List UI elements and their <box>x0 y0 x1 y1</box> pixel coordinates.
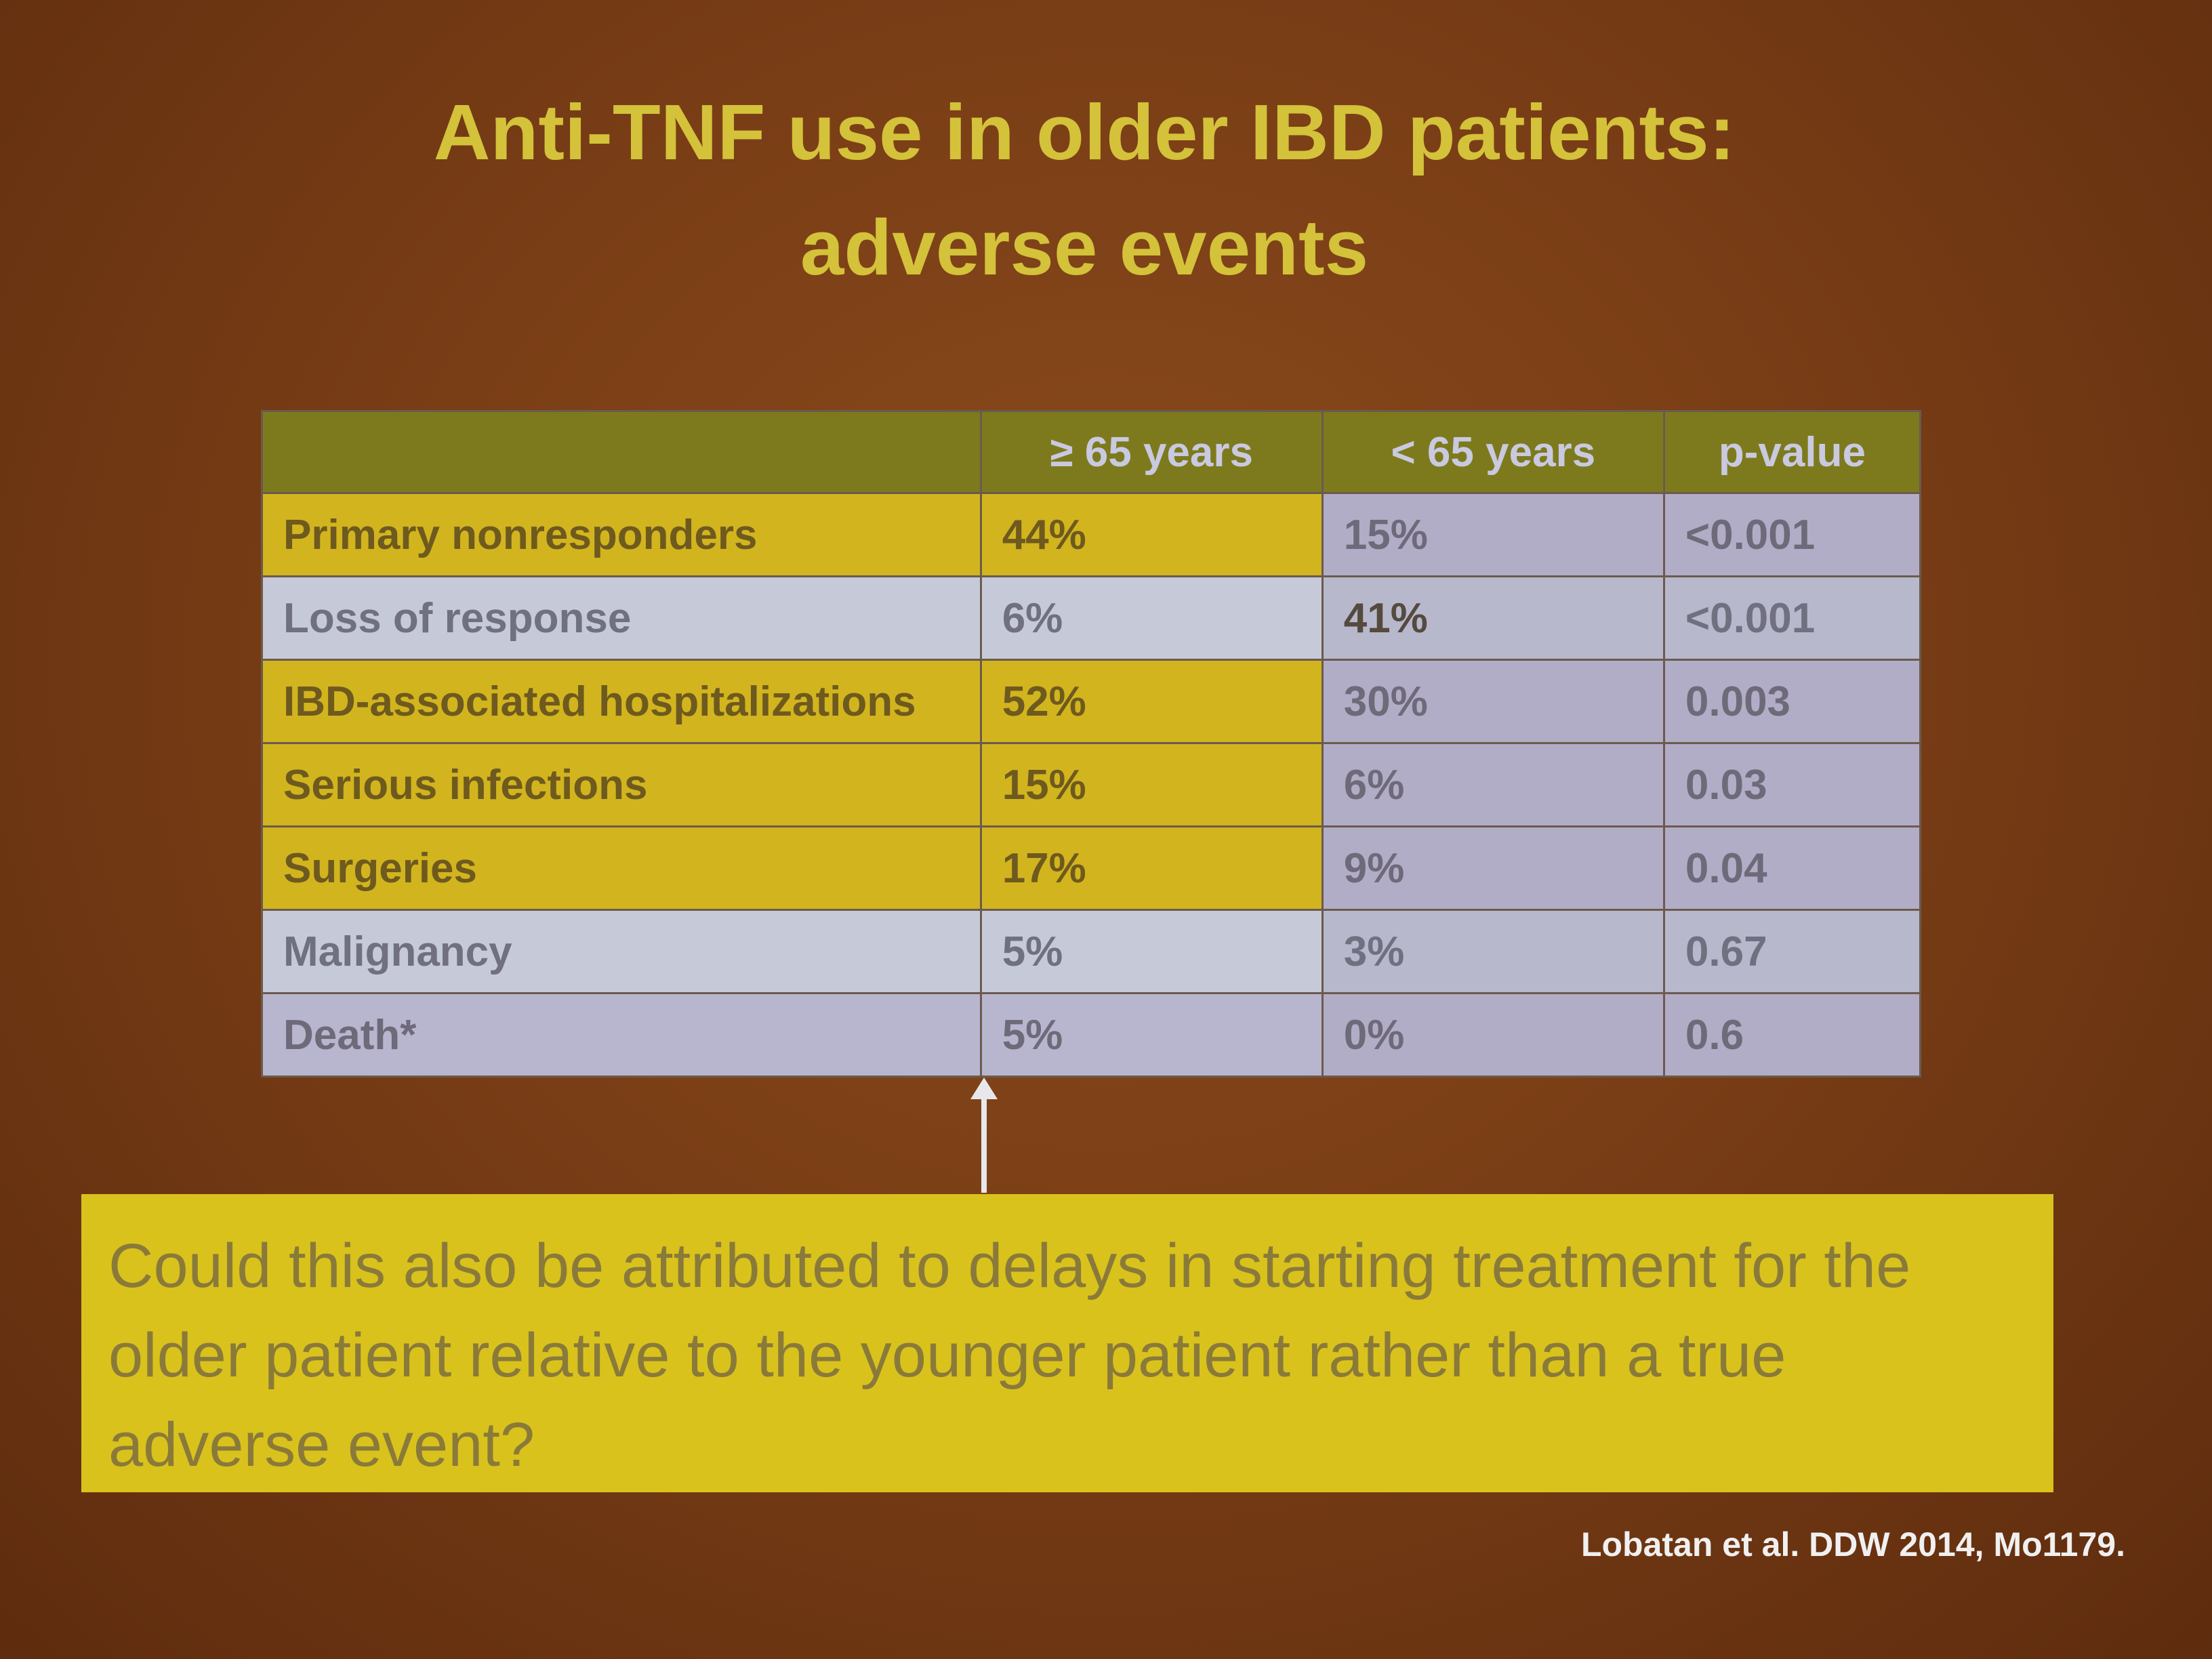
p-value: 0.67 <box>1662 909 1922 994</box>
row-label: Primary nonresponders <box>261 492 982 577</box>
row-label: IBD-associated hospitalizations <box>261 659 982 744</box>
row-label: Malignancy <box>261 909 982 994</box>
younger-value: 0% <box>1321 992 1665 1078</box>
younger-value: 30% <box>1321 659 1665 744</box>
header-younger: < 65 years <box>1321 410 1665 494</box>
older-value: 5% <box>979 909 1324 994</box>
table-row: IBD-associated hospitalizations 52% 30% … <box>261 659 1922 744</box>
p-value: 0.003 <box>1662 659 1922 744</box>
table-header-row: ≥ 65 years < 65 years p-value <box>261 410 1922 494</box>
table-row: Malignancy 5% 3% 0.67 <box>261 909 1922 994</box>
older-value: 6% <box>979 575 1324 661</box>
arrow-shaft <box>981 1091 987 1193</box>
header-event <box>261 410 982 494</box>
older-value: 15% <box>979 742 1324 827</box>
header-p-value: p-value <box>1662 410 1922 494</box>
p-value: 0.03 <box>1662 742 1922 827</box>
slide-title: Anti-TNF use in older IBD patients: adve… <box>203 75 1965 305</box>
callout-line-3: adverse event? <box>108 1410 535 1479</box>
table-row: Serious infections 15% 6% 0.03 <box>261 742 1922 827</box>
row-label: Death* <box>261 992 982 1078</box>
older-value: 17% <box>979 825 1324 911</box>
older-value: 52% <box>979 659 1324 744</box>
older-value: 5% <box>979 992 1324 1078</box>
p-value: <0.001 <box>1662 492 1922 577</box>
younger-value: 6% <box>1321 742 1665 827</box>
callout-line-1: Could this also be attributed to delays … <box>108 1231 1911 1300</box>
younger-value: 41% <box>1321 575 1665 661</box>
younger-value: 9% <box>1321 825 1665 911</box>
older-value: 44% <box>979 492 1324 577</box>
adverse-events-table: ≥ 65 years < 65 years p-value Primary no… <box>261 410 1922 1078</box>
table-row: Surgeries 17% 9% 0.04 <box>261 825 1922 911</box>
p-value: 0.6 <box>1662 992 1922 1078</box>
table-row: Primary nonresponders 44% 15% <0.001 <box>261 492 1922 577</box>
slide-title-line-1: Anti-TNF use in older IBD patients: <box>433 88 1736 176</box>
p-value: 0.04 <box>1662 825 1922 911</box>
citation: Lobatan et al. DDW 2014, Mo1179. <box>1580 1525 2125 1563</box>
table-row: Loss of response 6% 41% <0.001 <box>261 575 1922 661</box>
row-label: Surgeries <box>261 825 982 911</box>
callout-line-2: older patient relative to the younger pa… <box>108 1321 1786 1390</box>
table-row: Death* 5% 0% 0.6 <box>261 992 1922 1078</box>
younger-value: 15% <box>1321 492 1665 577</box>
row-label: Loss of response <box>261 575 982 661</box>
younger-value: 3% <box>1321 909 1665 994</box>
p-value: <0.001 <box>1662 575 1922 661</box>
row-label: Serious infections <box>261 742 982 827</box>
slide-title-line-2: adverse events <box>800 203 1369 291</box>
header-older: ≥ 65 years <box>979 410 1324 494</box>
callout-box: Could this also be attributed to delays … <box>81 1194 2053 1492</box>
